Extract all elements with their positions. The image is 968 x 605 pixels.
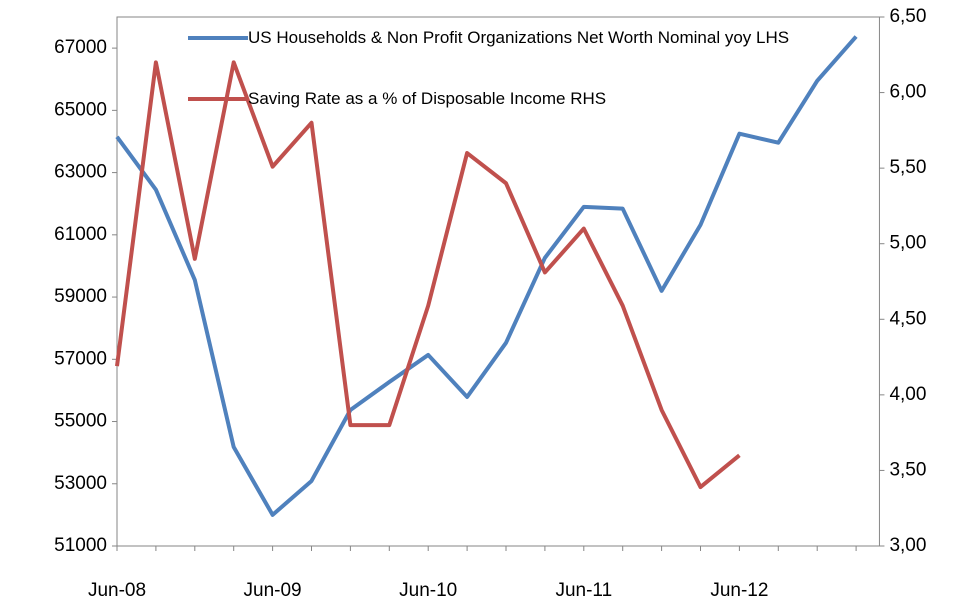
plot-frame [116, 16, 880, 547]
series-line [115, 35, 858, 517]
x-tick-label: Jun-09 [244, 580, 302, 601]
y-tick-label: 55000 [54, 411, 107, 432]
x-tick-label: Jun-10 [399, 580, 457, 601]
y2-tick-label: 6,50 [889, 6, 926, 27]
y-tick-label: 61000 [54, 224, 107, 245]
legend-label: Saving Rate as a % of Disposable Income … [248, 89, 607, 108]
y2-tick-label: 6,00 [889, 82, 926, 103]
y-tick-label: 51000 [54, 535, 107, 556]
series-line [115, 60, 741, 490]
y-tick-label: 63000 [54, 162, 107, 183]
y2-tick-label: 3,50 [889, 459, 926, 480]
y-tick-label: 57000 [54, 348, 107, 369]
y-tick-label: 65000 [54, 99, 107, 120]
x-tick-label: Jun-08 [88, 580, 146, 601]
x-tick-label: Jun-12 [710, 580, 768, 601]
y-tick-label: 59000 [54, 286, 107, 307]
y2-tick-label: 4,00 [889, 384, 926, 405]
y2-tick-label: 5,00 [889, 233, 926, 254]
y-tick-label: 53000 [54, 473, 107, 494]
y2-tick-label: 5,50 [889, 157, 926, 178]
legend-label: US Households & Non Profit Organizations… [248, 28, 790, 47]
x-tick-label: Jun-11 [555, 580, 612, 601]
y2-tick-label: 3,00 [889, 535, 926, 556]
y2-tick-label: 4,50 [889, 308, 926, 329]
y-tick-label: 67000 [54, 37, 107, 58]
